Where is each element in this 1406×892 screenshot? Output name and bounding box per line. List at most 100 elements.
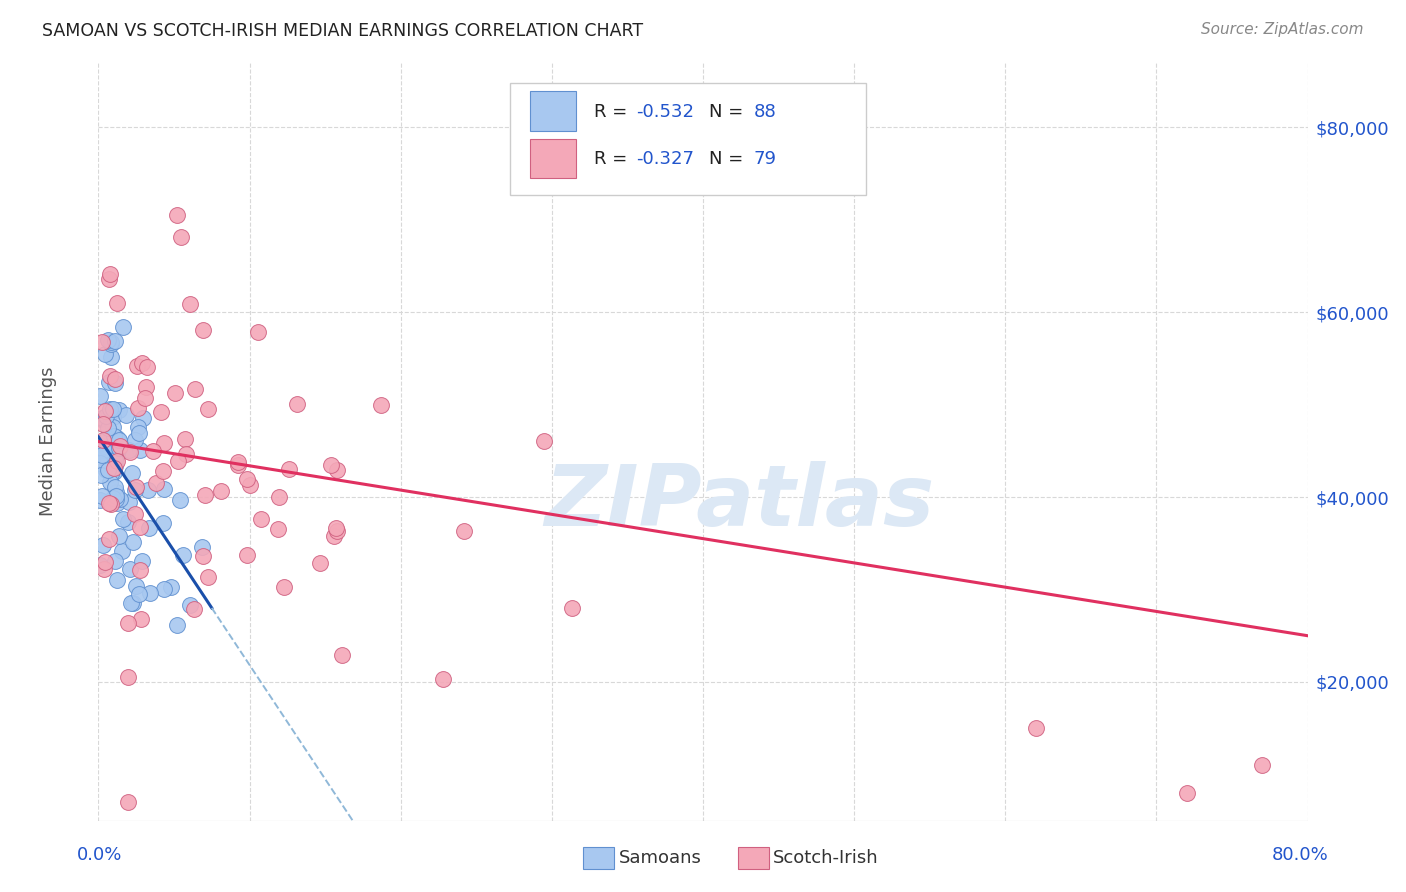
Text: 88: 88 [754, 103, 776, 120]
Point [118, 562, 141, 576]
Point [432, 672, 454, 686]
Point [122, 596, 145, 610]
Point [174, 447, 197, 461]
Point [93, 562, 115, 576]
Point [136, 360, 159, 375]
Point [269, 490, 291, 504]
Point [105, 447, 128, 461]
Point [110, 439, 132, 453]
Point [97, 333, 120, 347]
Text: Samoans: Samoans [619, 849, 702, 867]
Text: -0.327: -0.327 [637, 151, 695, 169]
Point [166, 208, 188, 222]
Point [153, 482, 176, 496]
Point [104, 458, 127, 473]
Point [117, 670, 139, 684]
Point [94, 409, 117, 423]
Point [105, 454, 128, 468]
FancyBboxPatch shape [509, 83, 866, 195]
Point [103, 428, 125, 442]
Point [94, 440, 117, 454]
Point [122, 535, 145, 549]
Point [1251, 758, 1274, 772]
Point [107, 441, 129, 455]
Point [278, 462, 301, 476]
Point [105, 431, 128, 445]
Point [193, 322, 215, 336]
Point [129, 563, 152, 577]
Text: 80.0%: 80.0% [1272, 846, 1329, 863]
Point [128, 442, 150, 457]
Point [104, 554, 127, 568]
Point [136, 483, 159, 498]
Point [124, 434, 146, 448]
Point [97, 420, 120, 434]
Text: R =: R = [595, 151, 633, 169]
Point [197, 402, 219, 417]
Point [108, 403, 131, 417]
Point [104, 452, 127, 467]
Point [235, 548, 257, 562]
Bar [530, 139, 576, 178]
Point [326, 524, 349, 538]
Point [250, 511, 273, 525]
Point [98, 368, 121, 383]
Point [111, 512, 134, 526]
Point [97, 463, 120, 477]
Point [142, 444, 165, 458]
Point [125, 579, 148, 593]
Point [97, 272, 120, 286]
Text: Scotch-Irish: Scotch-Irish [773, 849, 879, 867]
Text: 0.0%: 0.0% [77, 846, 122, 863]
Point [285, 397, 308, 411]
Point [194, 487, 217, 501]
Point [100, 497, 122, 511]
Point [129, 612, 152, 626]
Point [107, 434, 129, 449]
Point [134, 392, 156, 406]
Point [117, 616, 139, 631]
Point [226, 458, 249, 472]
Point [319, 458, 342, 473]
Point [152, 464, 174, 478]
Point [209, 483, 232, 498]
Point [101, 402, 124, 417]
Text: ZIPatlas: ZIPatlas [544, 460, 935, 544]
Point [104, 376, 127, 390]
Point [98, 401, 121, 416]
Point [91, 411, 114, 425]
Point [152, 582, 174, 596]
Point [173, 432, 195, 446]
Point [179, 598, 201, 612]
Text: -0.532: -0.532 [637, 103, 695, 120]
Point [91, 489, 114, 503]
Point [125, 480, 148, 494]
Point [533, 434, 555, 448]
Point [179, 297, 201, 311]
Point [97, 409, 120, 423]
Point [131, 554, 153, 568]
Point [267, 522, 290, 536]
Point [89, 435, 111, 450]
Point [169, 493, 191, 508]
Point [105, 496, 128, 510]
Point [117, 795, 139, 809]
Point [91, 417, 114, 431]
Point [98, 475, 121, 489]
Point [118, 494, 141, 508]
Point [167, 453, 190, 467]
Point [139, 586, 162, 600]
Point [98, 267, 121, 281]
Point [103, 461, 125, 475]
Point [128, 425, 150, 440]
Point [100, 337, 122, 351]
Point [127, 420, 149, 434]
Point [124, 483, 146, 497]
Point [197, 570, 219, 584]
Text: N =: N = [709, 151, 749, 169]
Point [149, 405, 172, 419]
Point [117, 515, 139, 529]
Point [97, 496, 120, 510]
Text: Median Earnings: Median Earnings [38, 367, 56, 516]
Point [166, 618, 188, 632]
